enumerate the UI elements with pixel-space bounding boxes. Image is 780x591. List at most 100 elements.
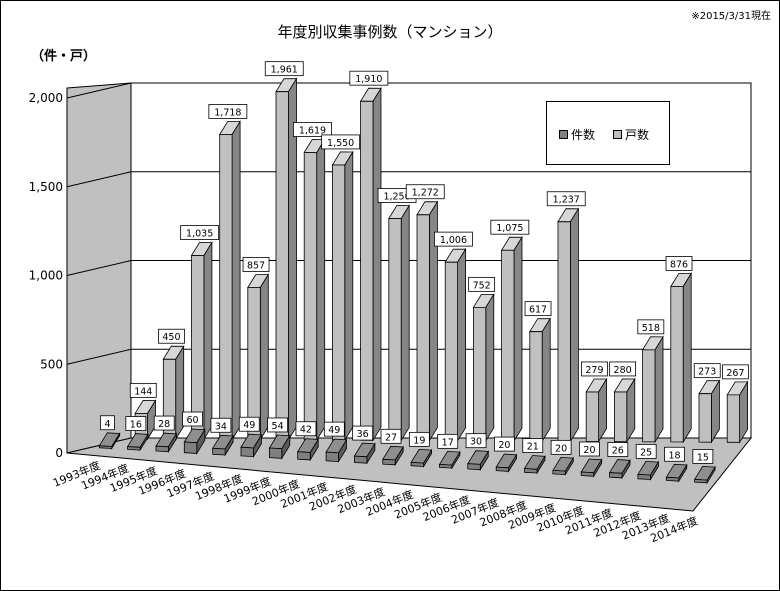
svg-text:15: 15 xyxy=(697,452,709,463)
bar-series-1-2014年度-label: 15 xyxy=(692,449,714,464)
bar-series-2-2004年度 xyxy=(444,247,467,443)
svg-text:273: 273 xyxy=(698,367,716,378)
bar-series-1-2002年度-label: 36 xyxy=(352,425,374,441)
y-axis-label: （件・戸） xyxy=(31,49,97,64)
bar-series-2-1993年度-label: 144 xyxy=(129,382,157,398)
bar-series-2-2007年度-label: 617 xyxy=(524,301,552,317)
bar-series-1-2011年度 xyxy=(608,458,631,480)
bar-series-2-2001年度 xyxy=(359,86,382,442)
gridline-side xyxy=(66,348,132,365)
bar-series-2-2013年度 xyxy=(698,379,721,444)
bar-series-2-2000年度-label: 1,550 xyxy=(321,134,361,150)
svg-text:20: 20 xyxy=(498,440,510,451)
svg-text:280: 280 xyxy=(614,365,632,376)
svg-text:450: 450 xyxy=(162,332,180,343)
bar-series-1-2004年度 xyxy=(410,448,433,468)
y-tick-label: 500 xyxy=(40,357,63,371)
bar-series-2-1999年度-label: 1,619 xyxy=(293,122,332,137)
bar-series-2-1995年度-label: 1,035 xyxy=(180,225,220,240)
bar-series-2-1996年度 xyxy=(218,120,241,441)
bar-series-2-2003年度 xyxy=(416,200,439,443)
bar-series-1-1999年度 xyxy=(268,434,291,460)
bar-series-1-2004年度-label: 19 xyxy=(408,431,430,447)
svg-text:60: 60 xyxy=(187,415,199,426)
svg-text:25: 25 xyxy=(640,447,652,458)
bar-series-2-2005年度 xyxy=(472,292,495,443)
bar-series-2-2006年度-label: 1,075 xyxy=(490,219,530,235)
gridline-side xyxy=(66,260,132,276)
svg-text:36: 36 xyxy=(357,429,369,440)
svg-text:18: 18 xyxy=(668,450,680,461)
bar-series-2-2014年度 xyxy=(726,380,749,444)
bar-series-2-2002年度 xyxy=(388,204,410,442)
bar-series-1-1993年度 xyxy=(98,432,121,450)
bar-series-2-2009年度-label: 279 xyxy=(581,361,608,377)
bar-series-2-1997年度 xyxy=(247,273,270,442)
bar-series-1-1996年度 xyxy=(183,428,206,455)
y-axis-ticks: 0 500 1,000 1,500 2,000 xyxy=(29,91,63,460)
svg-text:267: 267 xyxy=(726,368,744,379)
bar-series-1-2014年度 xyxy=(693,465,716,485)
bar-series-2-2008年度-label: 1,237 xyxy=(546,191,586,207)
bar-series-2-2013年度-label: 273 xyxy=(693,363,721,379)
svg-text:17: 17 xyxy=(442,437,454,448)
svg-text:42: 42 xyxy=(300,425,312,436)
bar-series-2-2010年度 xyxy=(613,377,636,444)
bar-series-2-2000年度 xyxy=(331,150,354,442)
svg-text:752: 752 xyxy=(473,280,491,291)
bar-series-1-2001年度 xyxy=(325,438,348,464)
bar-series-1-2007年度-label: 20 xyxy=(494,436,515,452)
svg-text:1,035: 1,035 xyxy=(186,229,213,240)
bar-series-1-1998年度 xyxy=(240,433,263,459)
legend-label-series-1: 件数 xyxy=(571,128,596,142)
chart-title: 年度別収集事例数（マンション） xyxy=(277,23,503,41)
chart-bars xyxy=(98,77,749,485)
bar-series-1-2001年度-label: 49 xyxy=(323,421,345,437)
svg-text:28: 28 xyxy=(158,419,170,430)
legend-item-series-1: 件数 xyxy=(559,126,595,143)
bar-series-1-1993年度-label: 4 xyxy=(100,415,115,431)
svg-text:1,272: 1,272 xyxy=(412,188,439,199)
bar-series-1-2005年度 xyxy=(438,450,461,470)
svg-text:20: 20 xyxy=(583,445,595,456)
chart-legend: 件数 戸数 xyxy=(546,101,670,165)
bar-series-2-2004年度-label: 1,006 xyxy=(434,231,473,247)
svg-text:4: 4 xyxy=(104,419,110,430)
bar-series-2-2009年度 xyxy=(585,377,608,443)
bar-series-2-1994年度-label: 450 xyxy=(158,328,185,344)
svg-text:1,961: 1,961 xyxy=(271,65,298,76)
bar-series-1-1997年度-label: 34 xyxy=(210,417,232,433)
bar-series-2-1998年度-label: 1,961 xyxy=(264,61,304,77)
svg-text:27: 27 xyxy=(385,432,397,443)
svg-text:49: 49 xyxy=(328,425,340,436)
svg-text:1,075: 1,075 xyxy=(496,223,523,234)
bar-series-2-1996年度-label: 1,718 xyxy=(208,104,248,119)
svg-text:279: 279 xyxy=(585,365,603,376)
svg-text:617: 617 xyxy=(529,305,547,316)
bar-series-2-1999年度 xyxy=(303,138,326,442)
bar-series-2-2010年度-label: 280 xyxy=(609,361,637,377)
bar-series-2-2003年度-label: 1,272 xyxy=(405,184,445,200)
svg-text:876: 876 xyxy=(670,259,688,270)
svg-text:1,006: 1,006 xyxy=(440,235,467,246)
bar-series-1-2011年度-label: 26 xyxy=(607,442,629,457)
svg-text:144: 144 xyxy=(134,386,152,397)
bar-series-1-2006年度 xyxy=(467,449,489,472)
legend-label-series-2: 戸数 xyxy=(625,128,650,142)
y-tick-label: 2,000 xyxy=(29,91,63,105)
y-tick-label: 0 xyxy=(55,446,63,460)
svg-text:26: 26 xyxy=(612,446,624,457)
svg-text:19: 19 xyxy=(413,435,425,446)
svg-text:1,550: 1,550 xyxy=(327,138,354,149)
legend-swatch-series-2 xyxy=(613,130,622,139)
bar-series-1-2013年度 xyxy=(665,463,688,483)
svg-text:518: 518 xyxy=(642,323,660,334)
bar-series-1-2007年度 xyxy=(495,453,518,473)
y-tick-label: 1,500 xyxy=(29,180,63,194)
legend-swatch-series-1 xyxy=(559,130,568,139)
svg-text:20: 20 xyxy=(555,443,567,454)
bar-series-1-1995年度-label: 28 xyxy=(153,415,175,431)
bar-series-1-2010年度 xyxy=(580,458,603,478)
